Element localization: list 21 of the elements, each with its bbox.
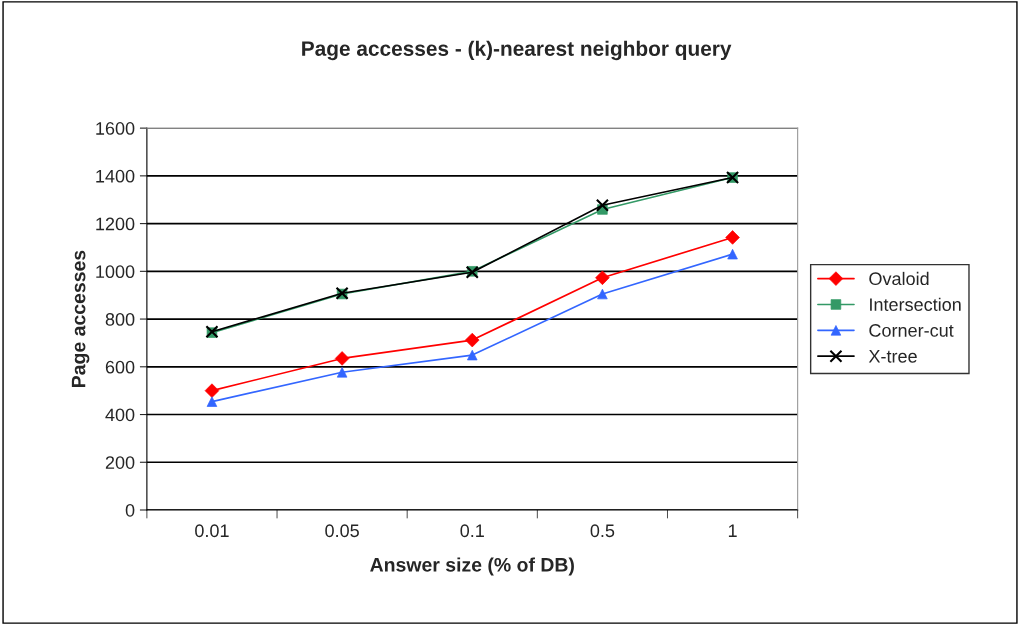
y-tick-label: 1000	[96, 265, 135, 279]
x-tick-label: 0.1	[460, 524, 484, 538]
y-tick-label: 200	[105, 456, 135, 469]
y-tick-label: 600	[105, 360, 135, 374]
y-tick-label: 1600	[96, 122, 135, 135]
legend-label: Ovaloid	[869, 271, 929, 286]
x-axis-title: Answer size (% of DB)	[370, 557, 574, 576]
y-tick-label: 0	[125, 503, 135, 517]
y-tick-label: 1400	[96, 169, 135, 183]
legend-label: Corner-cut	[869, 324, 954, 337]
legend-label: Intersection	[870, 297, 961, 311]
y-tick-label: 1200	[96, 217, 135, 231]
y-tick-label: 400	[105, 408, 135, 422]
chart-title: Page accesses - (k)-nearest neighbor query	[302, 40, 732, 61]
x-tick-label: 1	[728, 524, 737, 537]
y-axis-title: Page accesses	[71, 250, 90, 387]
x-tick-label: 0.01	[195, 524, 229, 538]
legend-label: X-tree	[868, 350, 917, 363]
x-tick-label: 0.05	[325, 524, 359, 538]
x-tick-label: 0.5	[590, 524, 615, 538]
y-tick-label: 800	[105, 313, 135, 326]
